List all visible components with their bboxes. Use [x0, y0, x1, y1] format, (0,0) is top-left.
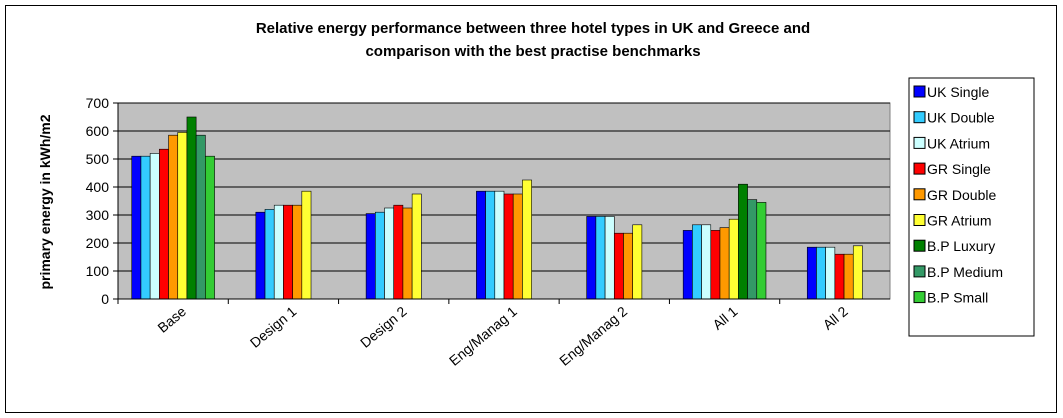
bar-gr-single-eng-manag-2	[613, 232, 624, 300]
legend: UK Single UK Double UK Atrium GR Single GR D…	[908, 77, 1035, 337]
y-tick-label: 0	[101, 291, 109, 307]
legend-swatch	[913, 265, 926, 278]
legend-swatch	[913, 291, 926, 304]
x-tick-label: Design 2	[357, 303, 410, 351]
bar-b-p-luxury-base	[186, 116, 197, 300]
bar-gr-single-design-2	[393, 204, 404, 300]
bar-b-p-medium-base	[195, 134, 206, 300]
bar-uk-single-eng-manag-1	[476, 190, 486, 300]
legend-box	[908, 77, 1035, 337]
legend-label: GR Single	[927, 161, 991, 177]
bar-uk-atrium-eng-manag-1	[494, 190, 505, 300]
bar-uk-atrium-all-2	[825, 246, 836, 300]
legend-label: B.P Luxury	[927, 238, 995, 254]
bar-gr-double-eng-manag-2	[623, 232, 633, 300]
bar-uk-single-base	[131, 155, 142, 300]
bar-gr-double-all-1	[719, 227, 730, 300]
bar-gr-atrium-base	[177, 132, 188, 300]
legend-label: UK Double	[927, 110, 995, 126]
y-axis-label: primary energy in kWh/m2	[37, 114, 53, 289]
bar-uk-double-base	[140, 155, 151, 300]
bar-gr-atrium-eng-manag-1	[522, 179, 532, 300]
y-tick-label: 400	[86, 179, 110, 195]
bar-uk-atrium-eng-manag-2	[604, 216, 615, 300]
bar-b-p-medium-all-1	[747, 199, 758, 300]
bar-uk-double-design-2	[375, 211, 385, 300]
bar-gr-single-all-2	[834, 253, 845, 300]
bar-gr-atrium-all-1	[728, 218, 739, 300]
bar-uk-atrium-all-1	[701, 224, 712, 300]
y-tick-label: 200	[86, 235, 110, 251]
legend-swatch	[913, 85, 926, 98]
legend-swatch	[913, 111, 926, 124]
chart-title-line-2: comparison with the best practise benchm…	[365, 43, 700, 60]
chart-title-line-1: Relative energy performance between thre…	[256, 20, 810, 37]
x-tick-label: All 1	[709, 303, 740, 333]
bar-uk-double-eng-manag-1	[485, 190, 496, 300]
legend-label: GR Double	[927, 187, 996, 203]
x-tick-label: Base	[154, 303, 189, 336]
bar-gr-single-base	[159, 148, 169, 300]
bar-uk-double-all-2	[816, 246, 826, 300]
y-tick-label: 700	[86, 95, 110, 111]
bar-uk-double-eng-manag-2	[595, 216, 606, 300]
bar-uk-double-design-1	[264, 209, 275, 300]
bar-uk-single-all-1	[682, 230, 693, 300]
bar-uk-single-design-1	[255, 211, 266, 300]
x-tick-label: Eng/Manag 2	[556, 303, 630, 369]
y-tick-labels: 700 600 500 400 300 200 100 0	[86, 95, 119, 307]
x-tick-label: Eng/Manag 1	[446, 303, 520, 369]
bar-gr-double-eng-manag-1	[512, 193, 523, 300]
legend-swatch	[913, 239, 926, 252]
y-tick-label: 600	[86, 123, 110, 139]
bar-gr-atrium-eng-manag-2	[632, 224, 643, 300]
bar-b-p-small-base	[205, 155, 215, 300]
bar-gr-double-design-2	[402, 207, 413, 300]
legend-swatch	[913, 162, 926, 175]
bar-uk-atrium-design-1	[273, 204, 284, 300]
y-tick-label: 300	[86, 207, 110, 223]
y-tick-label: 500	[86, 151, 110, 167]
bar-uk-single-design-2	[365, 213, 376, 300]
legend-swatch	[913, 136, 926, 149]
x-tick-label: Design 1	[247, 303, 300, 351]
bar-uk-double-all-1	[692, 224, 702, 300]
bar-uk-single-eng-manag-2	[586, 216, 597, 300]
bar-b-p-luxury-all-1	[738, 183, 748, 300]
bar-uk-atrium-design-2	[384, 207, 395, 300]
legend-label: GR Atrium	[927, 213, 992, 229]
bar-gr-double-base	[168, 134, 179, 300]
bar-gr-single-all-1	[710, 230, 721, 300]
bar-uk-single-all-2	[806, 246, 817, 300]
bar-gr-single-design-1	[283, 204, 293, 300]
bar-gr-double-design-1	[292, 204, 303, 300]
bar-uk-atrium-base	[149, 153, 160, 300]
bar-gr-single-eng-manag-1	[503, 193, 514, 300]
legend-swatch	[913, 188, 926, 201]
legend-label: B.P Small	[927, 290, 988, 306]
legend-label: UK Single	[927, 84, 989, 100]
bar-b-p-small-all-1	[756, 202, 767, 300]
legend-label: B.P Medium	[927, 264, 1003, 280]
bar-gr-atrium-design-1	[301, 190, 312, 300]
legend-label: UK Atrium	[927, 135, 990, 151]
bar-gr-atrium-all-2	[852, 245, 863, 300]
bar-gr-double-all-2	[843, 253, 854, 300]
x-tick-labels: Base Design 1 Design 2 Eng/Manag 1 Eng/Manag…	[117, 298, 890, 369]
x-tick-label: All 2	[820, 303, 851, 333]
bars	[131, 116, 863, 300]
y-tick-label: 100	[86, 263, 110, 279]
bar-gr-atrium-design-2	[411, 193, 422, 300]
legend-swatch	[913, 214, 926, 226]
